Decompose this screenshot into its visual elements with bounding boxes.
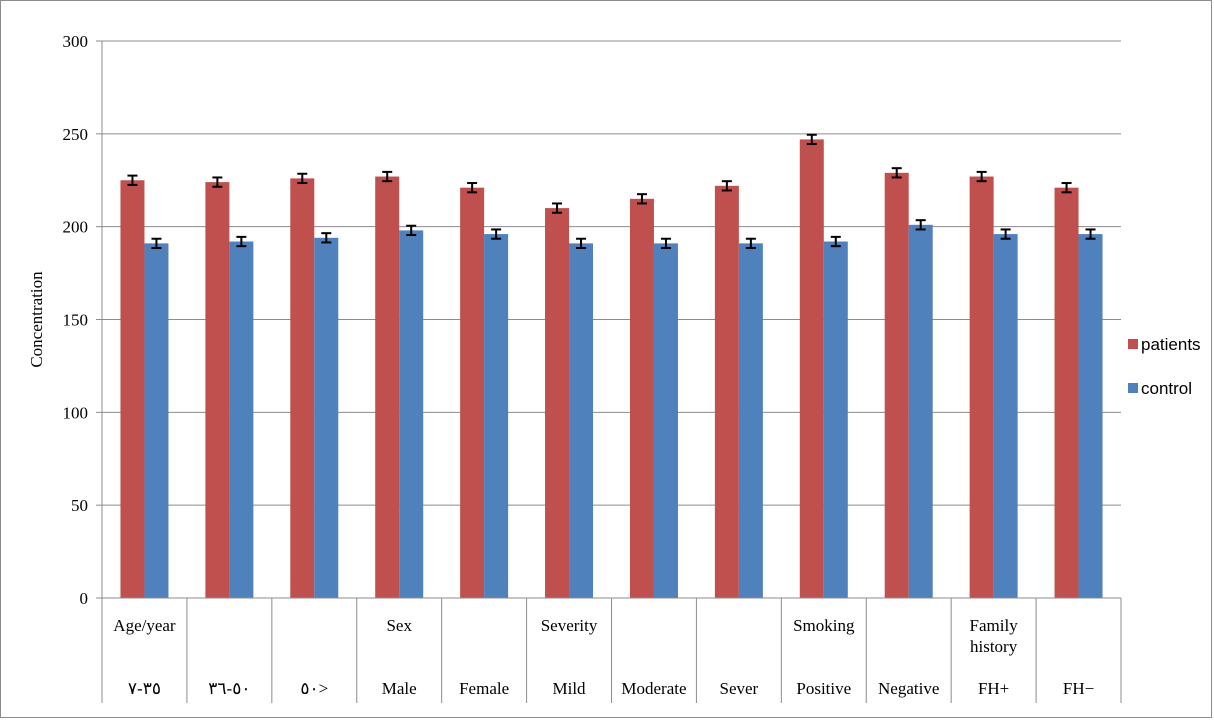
category-label-8: Positive	[796, 679, 851, 698]
bar-patients-10	[969, 176, 994, 598]
y-tick-label-50: 50	[71, 496, 88, 515]
group-label-1: Sex	[386, 616, 412, 635]
bar-control-4	[484, 234, 509, 599]
y-axis-label: Concentration	[27, 271, 46, 368]
bar-patients-11	[1054, 187, 1079, 598]
y-tick-label-300: 300	[63, 32, 89, 51]
bar-patients-3	[375, 176, 400, 598]
category-label-3: Male	[382, 679, 417, 698]
group-label-3: Smoking	[793, 616, 855, 635]
bar-patients-9	[884, 172, 909, 598]
bar-control-3	[399, 230, 424, 598]
bar-control-10	[993, 234, 1018, 599]
bar-patients-8	[799, 139, 824, 599]
bar-patients-0	[120, 180, 145, 598]
legend-swatch-control	[1128, 383, 1138, 393]
category-label-6: Moderate	[621, 679, 686, 698]
group-label-line: history	[970, 637, 1018, 656]
category-label-10: FH+	[978, 679, 1009, 698]
legend-swatch-patients	[1128, 339, 1138, 349]
legend-label-control: control	[1141, 379, 1192, 398]
group-label-2: Severity	[541, 616, 598, 635]
category-label-1: ٥٠-٣٦	[208, 679, 250, 698]
y-tick-label-200: 200	[63, 218, 89, 237]
bar-control-7	[738, 243, 763, 599]
group-label-0: Age/year	[113, 616, 176, 635]
bar-patients-1	[205, 182, 230, 598]
category-label-11: FH−	[1063, 679, 1094, 698]
bar-patients-4	[460, 187, 485, 598]
legend-label-patients: patients	[1141, 335, 1201, 354]
bar-patients-5	[545, 208, 570, 598]
y-tick-label-100: 100	[63, 403, 89, 422]
category-label-4: Female	[459, 679, 509, 698]
category-label-2: ٥٠>	[300, 679, 328, 698]
group-label-line: Family	[970, 616, 1019, 635]
bar-patients-6	[629, 198, 654, 599]
y-tick-label-0: 0	[80, 589, 89, 608]
category-label-0: ٣٥-٧	[128, 679, 161, 698]
bar-patients-7	[714, 185, 739, 598]
bar-control-1	[229, 241, 254, 598]
y-tick-label-150: 150	[63, 311, 89, 330]
y-tick-label-250: 250	[63, 125, 89, 144]
category-label-9: Negative	[878, 679, 939, 698]
category-label-7: Sever	[720, 679, 759, 698]
bar-control-9	[908, 224, 933, 598]
bar-control-8	[823, 241, 848, 598]
bar-patients-2	[290, 178, 315, 599]
category-label-5: Mild	[553, 679, 587, 698]
bar-control-0	[144, 243, 169, 599]
bar-control-2	[314, 237, 339, 598]
bar-control-5	[569, 243, 594, 599]
group-label-4: Family history	[970, 616, 1019, 656]
bar-control-11	[1078, 234, 1103, 599]
bar-control-6	[653, 243, 678, 599]
